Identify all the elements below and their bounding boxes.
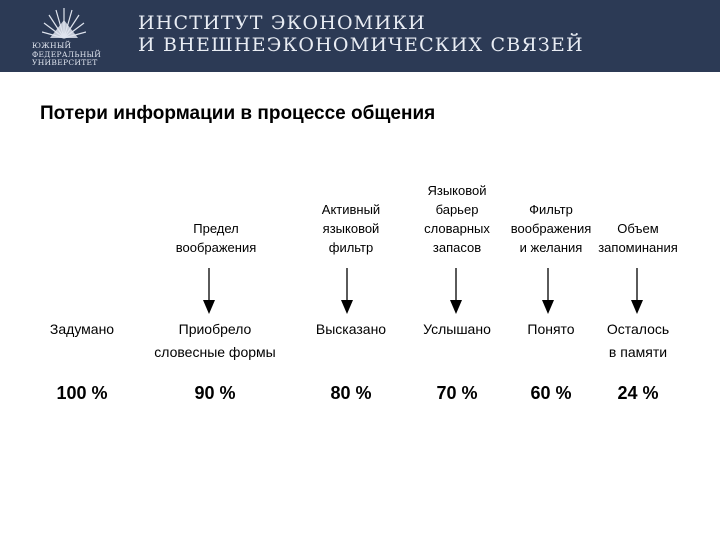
down-arrow-icon xyxy=(542,268,554,314)
percent-said: 80 % xyxy=(330,383,372,403)
percent-remembered: 24 % xyxy=(617,383,659,403)
filter-label-memory-volume: Объем запоминания xyxy=(598,221,678,255)
percent-conceived: 100 % xyxy=(56,383,108,403)
down-arrow-icon xyxy=(341,268,353,314)
stage-conceived: Задумано xyxy=(49,321,115,337)
stage-heard: Услышано xyxy=(423,321,491,337)
institute-header: ЮЖНЫЙ ФЕДЕРАЛЬНЫЙ УНИВЕРСИТЕТ ИНСТИТУТ Э… xyxy=(0,0,720,72)
down-arrow-icon xyxy=(631,268,643,314)
stage-verbalized: Приобрело словесные формы xyxy=(154,321,276,360)
filter-label-language-barrier: Языковой барьер словарных запасов xyxy=(424,183,490,255)
percent-verbalized: 90 % xyxy=(194,383,236,403)
logo-text: ЮЖНЫЙ ФЕДЕРАЛЬНЫЙ УНИВЕРСИТЕТ xyxy=(32,41,102,67)
university-logo: ЮЖНЫЙ ФЕДЕРАЛЬНЫЙ УНИВЕРСИТЕТ xyxy=(30,6,126,68)
filter-label-imagination-desire: Фильтр воображения и желания xyxy=(510,202,592,255)
stage-understood: Понято xyxy=(527,321,575,337)
percent-heard: 70 % xyxy=(436,383,478,403)
down-arrow-icon xyxy=(203,268,215,314)
page-title: Потери информации в процессе общения xyxy=(40,103,436,124)
stage-remembered: Осталось в памяти xyxy=(606,321,670,360)
percent-understood: 60 % xyxy=(530,383,572,403)
down-arrow-icon xyxy=(450,268,462,314)
sunburst-logo-icon xyxy=(42,8,86,39)
institute-title: ИНСТИТУТ ЭКОНОМИКИ И ВНЕШНЕЭКОНОМИЧЕСКИХ… xyxy=(138,12,584,56)
filter-label-active-language-filter: Активный языковой фильтр xyxy=(321,202,381,255)
filter-label-imagination-limit: Предел воображения xyxy=(175,221,257,255)
stage-said: Высказано xyxy=(315,321,387,337)
